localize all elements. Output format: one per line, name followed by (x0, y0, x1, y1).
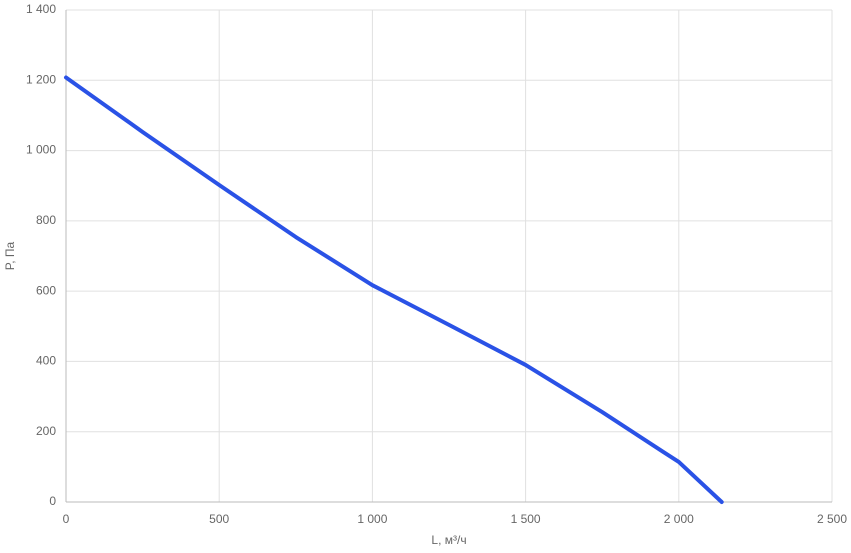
data-line (64, 75, 724, 504)
x-tick-label: 1 000 (357, 512, 387, 526)
y-axis-label: P, Па (3, 241, 17, 270)
x-tick-label: 500 (209, 512, 229, 526)
y-tick-label: 600 (36, 283, 56, 297)
y-tick-label: 1 000 (26, 143, 56, 157)
x-tick-label: 2 000 (664, 512, 694, 526)
x-tick-label: 1 500 (511, 512, 541, 526)
y-tick-label: 400 (36, 354, 56, 368)
x-tick-label: 2 500 (817, 512, 847, 526)
y-tick-label: 0 (49, 494, 56, 508)
y-tick-label: 1 200 (26, 72, 56, 86)
y-tick-label: 800 (36, 213, 56, 227)
x-axis-label: L, м³/ч (431, 533, 466, 547)
x-tick-label: 0 (63, 512, 70, 526)
y-tick-label: 1 400 (26, 2, 56, 16)
y-tick-label: 200 (36, 424, 56, 438)
